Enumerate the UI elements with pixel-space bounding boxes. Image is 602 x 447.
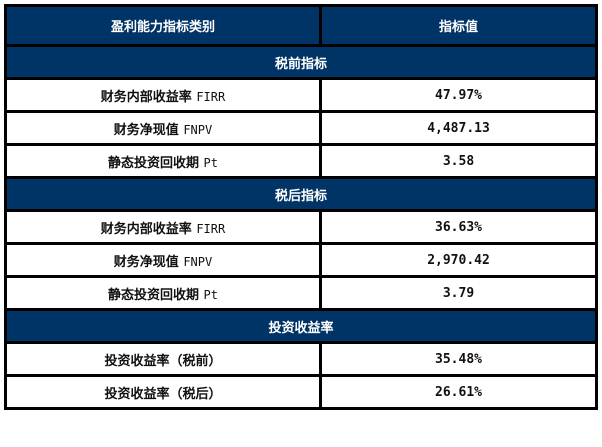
indicator-abbr: FIRR [196,89,226,104]
table-row: 财务内部收益率 FIRR 36.63% [4,209,598,245]
indicator-abbr: FNPV [183,122,213,137]
table-row: 静态投资回收期 Pt 3.58 [4,143,598,179]
table-body: 税前指标 财务内部收益率 FIRR 47.97% 财务净现值 FNPV 4,487.13… [4,44,598,410]
table-row: 投资收益率（税前） 35.48% [4,341,598,377]
indicator-value: 3.58 [319,143,598,179]
section-row: 税后指标 [4,176,598,212]
indicator-value: 26.61% [319,374,598,410]
header-value: 指标值 [319,4,598,47]
indicator-name: 静态投资回收期 Pt [4,143,322,179]
table-row: 投资收益率（税后） 26.61% [4,374,598,410]
indicator-label: 财务内部收益率 [100,89,192,105]
indicator-value: 3.79 [319,275,598,311]
indicator-value: 36.63% [319,209,598,245]
indicator-label: 财务内部收益率 [100,221,192,237]
indicator-value: 4,487.13 [319,110,598,146]
indicator-label: 财务净现值 [113,254,179,270]
indicator-name: 投资收益率（税后） [4,374,322,410]
indicator-name: 财务内部收益率 FIRR [4,77,322,113]
table-header-row: 盈利能力指标类别 指标值 [4,4,598,47]
indicator-name: 财务内部收益率 FIRR [4,209,322,245]
indicator-label: 财务净现值 [113,122,179,138]
table-row: 静态投资回收期 Pt 3.79 [4,275,598,311]
indicator-value: 47.97% [319,77,598,113]
profitability-table: 盈利能力指标类别 指标值 税前指标 财务内部收益率 FIRR 47.97% 财务净现值… [4,4,598,410]
indicator-abbr: Pt [203,155,218,170]
indicator-label: 静态投资回收期 [108,155,200,171]
section-title: 税后指标 [4,176,598,212]
indicator-name: 投资收益率（税前） [4,341,322,377]
indicator-label: 投资收益率（税前） [104,353,222,369]
indicator-name: 静态投资回收期 Pt [4,275,322,311]
table-row: 财务净现值 FNPV 4,487.13 [4,110,598,146]
table-row: 财务内部收益率 FIRR 47.97% [4,77,598,113]
indicator-value: 35.48% [319,341,598,377]
indicator-abbr: Pt [203,287,218,302]
section-row: 投资收益率 [4,308,598,344]
indicator-abbr: FIRR [196,221,226,236]
indicator-label: 静态投资回收期 [108,287,200,303]
header-category: 盈利能力指标类别 [4,4,322,47]
indicator-name: 财务净现值 FNPV [4,242,322,278]
indicator-abbr: FNPV [183,254,213,269]
section-row: 税前指标 [4,44,598,80]
table-row: 财务净现值 FNPV 2,970.42 [4,242,598,278]
section-title: 税前指标 [4,44,598,80]
indicator-value: 2,970.42 [319,242,598,278]
section-title: 投资收益率 [4,308,598,344]
indicator-name: 财务净现值 FNPV [4,110,322,146]
indicator-label: 投资收益率（税后） [104,386,222,402]
